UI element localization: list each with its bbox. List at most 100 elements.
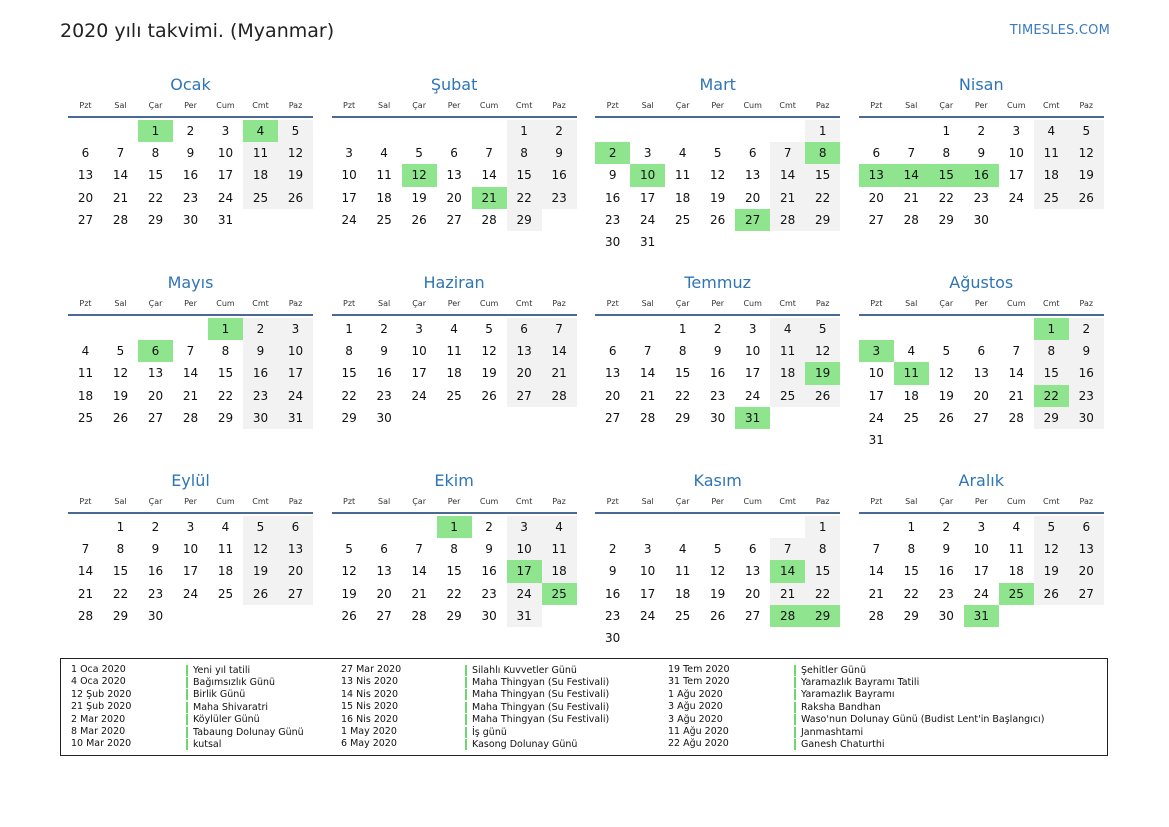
day-cell: 14	[411, 564, 427, 579]
empty-cell	[103, 120, 138, 142]
day-cell: 30	[710, 410, 726, 425]
legend-date: 15 Nis 2020	[341, 701, 398, 713]
holiday-day: 16	[963, 164, 999, 187]
empty-cell	[770, 516, 805, 538]
day-cell: 28	[481, 212, 497, 227]
day-cell: 30	[376, 410, 392, 425]
day-cell: 28	[1008, 410, 1024, 425]
day-cell: 1	[805, 120, 841, 143]
holiday-day: 14	[893, 164, 929, 187]
holiday-day: 6	[138, 340, 173, 363]
day-cell: 28	[868, 608, 884, 623]
empty-cell	[332, 120, 367, 142]
weekday-label: Pzt	[79, 101, 92, 110]
legend-holiday-name: Birlik Günü	[186, 689, 245, 701]
day-cell: 27	[77, 212, 94, 227]
legend-holiday-name: Kasong Dolunay Günü	[465, 739, 577, 751]
day-cell: 27	[973, 410, 989, 425]
day-cell: 4	[1033, 120, 1069, 143]
holiday-day: 19	[805, 362, 841, 385]
day-cell: 20	[506, 362, 542, 385]
day-cell: 13	[605, 366, 621, 381]
weekday-label: Per	[447, 299, 461, 308]
legend-holiday-name: Tabaung Dolunay Günü	[186, 726, 304, 738]
day-cell: 6	[450, 146, 458, 161]
empty-cell	[595, 120, 630, 142]
legend-date: 19 Tem 2020	[668, 664, 730, 675]
weekday-label: Çar	[148, 497, 163, 506]
day-cell: 27	[278, 582, 313, 605]
day-cell: 14	[182, 366, 199, 381]
day-cell: 26	[1033, 582, 1069, 605]
day-cell: 9	[608, 564, 617, 579]
legend-date: 16 Nis 2020	[341, 713, 398, 725]
days-grid: 1 2 3 4 5 6 7 8 9 10 11 12 13 14 15 16 17 18 19 20 21 22 23 24 2…	[332, 316, 577, 429]
day-cell: 29	[112, 608, 129, 623]
weekday-label: Cmt	[779, 497, 796, 506]
day-cell: 15	[147, 168, 164, 183]
day-cell: 10	[411, 344, 427, 359]
day-cell: 25	[376, 212, 392, 227]
weekday-label: Çar	[412, 497, 426, 506]
day-cell: 9	[1068, 340, 1104, 363]
weekday-label: Cmt	[779, 299, 796, 308]
day-cell: 3	[748, 322, 757, 336]
day-cell: 17	[745, 366, 761, 381]
empty-cell	[999, 318, 1034, 340]
day-cell: 31	[868, 432, 884, 447]
day-cell: 2	[713, 322, 722, 336]
day-cell: 30	[1068, 406, 1104, 429]
weekday-label: Per	[184, 497, 197, 506]
month-name: Haziran	[423, 273, 485, 292]
day-cell: 25	[446, 388, 462, 403]
day-cell: 14	[77, 564, 94, 579]
day-cell: 30	[938, 608, 954, 623]
day-cell: 5	[278, 120, 313, 143]
legend-date: 3 Ağu 2020	[668, 713, 723, 725]
weekday-label: Sal	[641, 101, 654, 110]
day-cell: 28	[770, 208, 806, 231]
weekday-label: Çar	[675, 101, 690, 110]
weekday-label: Cmt	[515, 497, 533, 506]
day-cell: 10	[745, 344, 761, 359]
day-cell: 22	[446, 586, 462, 601]
legend-holiday-name: Maha Thingyan (Su Festivali)	[465, 689, 609, 701]
weekday-label: Pzt	[79, 497, 92, 506]
day-cell: 25	[675, 212, 691, 227]
day-cell: 12	[341, 564, 357, 579]
day-cell: 27	[446, 212, 462, 227]
month-calendar: Temmuz Pzt Sal Çar Per Cum Cmt Paz 1 2 3 4 5 6 7 8 9 10 11…	[595, 272, 841, 470]
day-cell: 14	[640, 366, 656, 381]
day-cell: 29	[1033, 406, 1069, 429]
day-cell: 26	[481, 388, 497, 403]
day-cell: 17	[973, 564, 989, 579]
day-cell: 23	[605, 212, 621, 227]
weekday-label: Cum	[216, 497, 235, 506]
day-cell: 30	[243, 406, 278, 429]
day-cell: 16	[147, 564, 164, 579]
weekday-label: Cum	[216, 299, 235, 308]
month-name: Ağustos	[949, 273, 1014, 292]
holiday-day: 4	[243, 120, 278, 143]
empty-cell	[665, 516, 700, 538]
day-cell: 4	[770, 318, 806, 341]
day-cell: 10	[182, 542, 199, 557]
day-cell: 14	[868, 564, 884, 579]
empty-cell	[735, 516, 770, 538]
day-cell: 9	[151, 542, 160, 557]
weekday-label: Paz	[552, 497, 566, 506]
day-cell: 1	[345, 322, 353, 336]
days-grid: 1 2 3 4 5 6 7 8 9 10 11 12 13 14 15 16 17 18 19 20 21 22 23 24 2…	[332, 514, 577, 627]
day-cell: 23	[481, 586, 497, 601]
brand-link[interactable]: TIMESLES.COM	[1009, 23, 1110, 38]
day-cell: 26	[938, 410, 954, 425]
empty-cell	[859, 318, 894, 340]
weekday-label: Sal	[905, 101, 918, 110]
weekday-label: Cmt	[1043, 497, 1060, 506]
weekday-label: Per	[184, 101, 197, 110]
month-calendar: Şubat Pzt Sal Çar Per Cum Cmt Paz 1 2 3 4 5 6 7 8 9 10 11 1…	[331, 74, 577, 272]
empty-cell	[173, 318, 208, 340]
day-cell: 23	[147, 586, 164, 601]
legend-holiday-name: Ganesh Chaturthi	[794, 739, 885, 751]
day-cell: 27	[506, 384, 542, 407]
